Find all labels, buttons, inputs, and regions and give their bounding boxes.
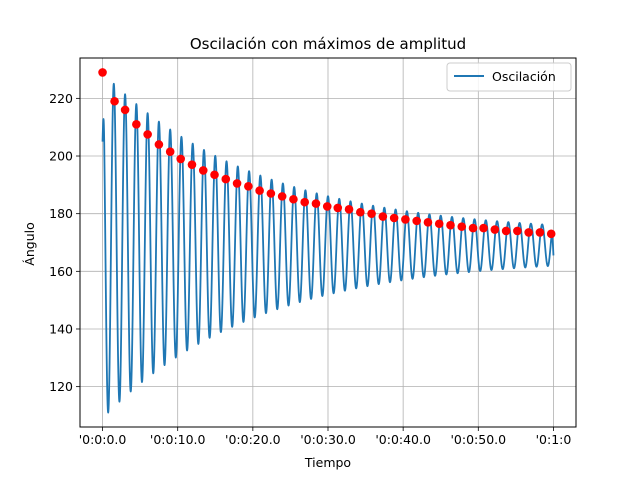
maximum-point [401, 215, 410, 224]
maximum-point [98, 68, 107, 77]
maximum-point [501, 226, 511, 236]
maximum-point [378, 212, 388, 221]
maximum-point [479, 223, 488, 233]
y-tick-label: 200 [49, 149, 73, 164]
maximum-point [524, 228, 533, 237]
x-axis-label: Tiempo [304, 455, 351, 470]
x-tick-label: '0:0:0.0 [79, 432, 127, 447]
x-tick-label: '0:1:0 [536, 432, 572, 447]
maximum-point [513, 226, 522, 236]
maximum-point [344, 205, 354, 214]
maximum-point [187, 160, 197, 169]
maximum-point [221, 174, 231, 184]
maximum-point [457, 222, 467, 231]
maximum-point [198, 166, 208, 175]
x-tick-label: '0:0:30.0 [300, 432, 356, 447]
maximum-point [289, 194, 298, 204]
maximum-point [120, 105, 130, 115]
maximum-point [333, 203, 343, 213]
x-tick-label: '0:0:20.0 [225, 432, 281, 447]
x-axis-ticks: '0:0:0.0 '0:0:10.0 '0:0:20.0 '0:0:30.0 '0:0:… [79, 427, 572, 447]
maximum-point [546, 229, 556, 239]
chart-title: Oscilación con máximos de amplitud [190, 35, 466, 53]
maximum-point [165, 147, 175, 156]
y-tick-label: 180 [49, 206, 73, 221]
x-tick-label: '0:0:40.0 [375, 432, 431, 447]
maximum-point [490, 225, 500, 234]
maximum-point [277, 192, 287, 201]
maximum-point [143, 130, 152, 139]
maximum-point [367, 209, 376, 218]
maximum-point [389, 213, 399, 223]
y-tick-label: 160 [49, 264, 73, 279]
series-layer [101, 82, 555, 414]
y-tick-label: 140 [49, 321, 73, 336]
legend: Oscilación [446, 62, 572, 92]
legend-label: Oscilación [492, 69, 556, 84]
x-tick-label: '0:0:10.0 [150, 432, 206, 447]
x-tick-label: '0:0:50.0 [450, 432, 506, 447]
maximum-point [468, 223, 478, 233]
maximum-point [176, 154, 185, 164]
maximum-point [244, 181, 253, 191]
maximum-point [322, 202, 332, 211]
maximum-point [434, 219, 444, 229]
maximum-point [210, 170, 219, 180]
y-tick-label: 120 [49, 379, 73, 394]
maximum-point [266, 189, 276, 198]
maximum-point [423, 218, 433, 227]
maximum-point [412, 216, 421, 226]
maximum-point [232, 179, 242, 188]
maximum-point [311, 199, 321, 208]
y-tick-label: 220 [49, 91, 73, 106]
maximum-point [255, 186, 264, 195]
maximum-point [535, 228, 545, 237]
maximum-point [132, 120, 141, 129]
series-line-oscilacion [101, 82, 555, 414]
y-axis-label: Ángulo [22, 222, 37, 265]
y-axis-ticks: 120 140 160 180 200 220 [49, 91, 80, 394]
maximum-point [446, 220, 455, 230]
maximum-point [356, 207, 365, 217]
legend-box [446, 62, 572, 92]
maximum-point [154, 140, 164, 149]
maximum-point [110, 96, 119, 106]
maximum-point [300, 197, 310, 207]
maxima-layer [98, 68, 556, 239]
